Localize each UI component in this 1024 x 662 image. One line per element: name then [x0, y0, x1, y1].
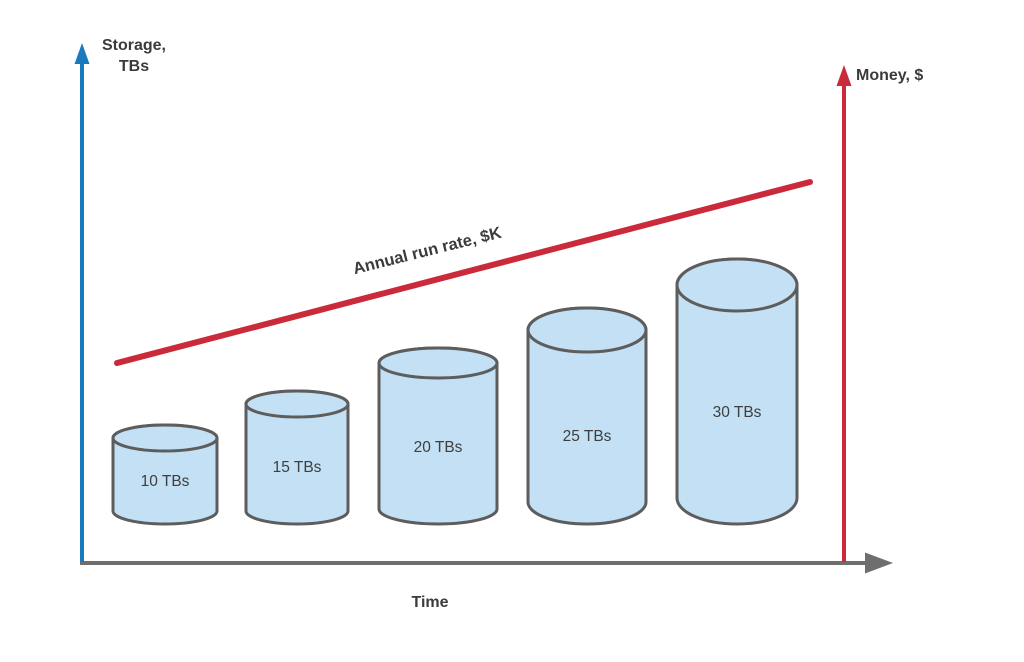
up-arrow-icon — [836, 65, 852, 86]
cylinder-top — [526, 306, 648, 354]
storage-cylinder-25tb: 25 TBs — [526, 306, 648, 526]
cylinder-top — [244, 389, 350, 419]
storage-cylinder-10tb: 10 TBs — [111, 423, 219, 526]
cylinder-label: 20 TBs — [414, 439, 463, 456]
time-axis-label: Time — [411, 594, 448, 611]
run-rate-trend-line — [114, 179, 813, 366]
cylinder-label: 25 TBs — [563, 428, 612, 445]
up-arrow-icon — [74, 43, 90, 64]
cylinder-top — [377, 346, 499, 380]
storage-axis-label-line1: Storage, — [102, 37, 166, 54]
cylinder-label: 10 TBs — [141, 473, 190, 490]
cylinder-top — [111, 423, 219, 453]
cylinder-label: 30 TBs — [713, 404, 762, 421]
storage-axis — [74, 43, 90, 562]
cylinder-label: 15 TBs — [273, 459, 322, 476]
storage-axis-label-line2: TBs — [119, 58, 149, 75]
storage-cylinder-30tb: 30 TBs — [675, 257, 799, 526]
right-arrow-icon — [865, 552, 893, 574]
time-axis — [80, 552, 893, 574]
storage-cylinder-20tb: 20 TBs — [377, 346, 499, 526]
money-axis-label: Money, $ — [856, 67, 923, 84]
storage-cylinder-15tb: 15 TBs — [244, 389, 350, 526]
cylinder-top — [675, 257, 799, 313]
money-axis — [836, 65, 852, 562]
